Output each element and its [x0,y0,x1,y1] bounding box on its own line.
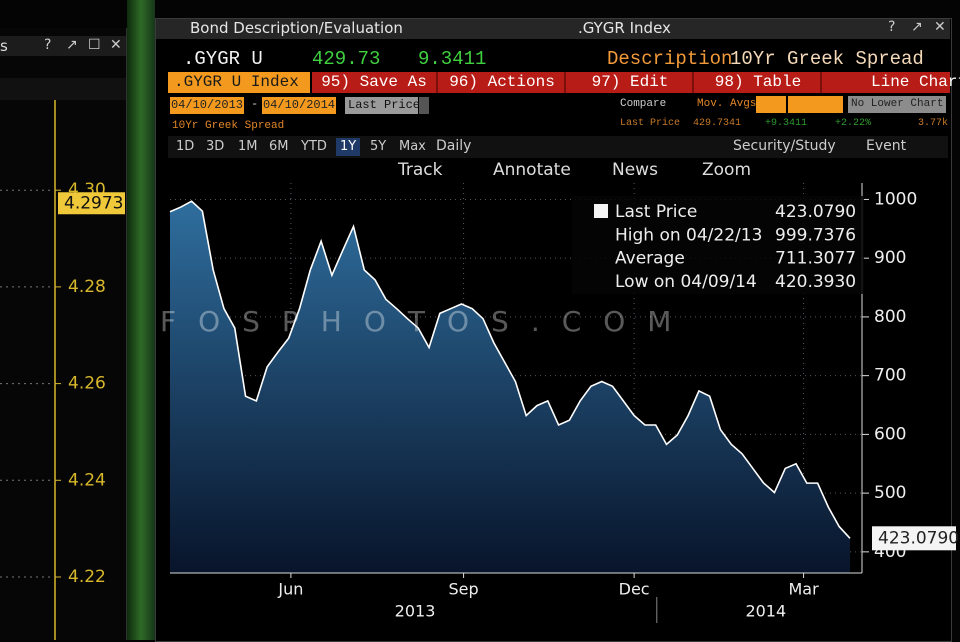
y-tick-label: 700 [874,366,906,386]
left-tick-label: 4.28 [68,277,106,297]
window-control[interactable]: ✕ [934,19,946,35]
left-tick-label: 4.22 [68,567,106,587]
toolbar-button[interactable]: 98) Table [696,72,822,93]
range-button[interactable]: 1Y [336,138,361,156]
security-box[interactable]: .GYGR U Index [168,72,310,93]
quote-price: 429.73 [312,48,381,70]
mov-avgs-box[interactable] [788,96,843,113]
chart-tool[interactable]: Zoom [702,160,752,180]
frequency[interactable]: Daily [436,138,472,154]
range-bar [168,136,948,158]
chart-tool[interactable]: Annotate [493,160,571,180]
left-panel-title: s [0,37,8,55]
info-volume: 3.77k [918,118,949,129]
legend-label: Low on 04/09/14 [615,272,757,292]
date-separator: - [251,97,259,111]
window-control[interactable]: ↗ [911,19,923,35]
mov-avgs[interactable]: Mov. Avgs [697,98,757,110]
end-date[interactable]: 04/10/2014 [262,97,336,114]
y-tick-label: 500 [874,483,906,503]
panel-control[interactable]: ? [44,37,52,53]
chart-type[interactable]: Line Chart [871,73,960,91]
legend-value: 711.3077 [775,249,856,269]
area [170,201,850,573]
left-panel [0,28,127,640]
left-panel-titlebar [0,36,126,56]
y-tick-label: 900 [874,248,906,268]
left-tick-label: 4.26 [68,374,106,394]
chart-tool[interactable]: Track [398,160,443,180]
description-label: Description [607,48,733,70]
range-button[interactable]: 1D [176,139,195,154]
y-tick-label: 600 [874,424,906,444]
x-tick-label: Jun [277,580,303,599]
left-panel-toolbar [0,78,126,100]
window-title: Bond Description/Evaluation [190,19,403,37]
panel-control[interactable]: ↗ [66,37,78,53]
field-select[interactable]: Last Price [345,97,420,114]
left-last-tag: 4.2973 [64,193,123,213]
left-last-tag-box [58,192,125,215]
y-tick-label: 800 [874,307,906,327]
legend-swatch [594,204,608,218]
ticker-tab[interactable]: .GYGR Index [578,19,671,37]
legend-value: 423.0790 [775,202,856,222]
y-tick-label: 1000 [874,189,917,209]
event[interactable]: Event [866,138,907,154]
legend-label: Last Price [615,202,697,222]
window-titlebar [156,19,950,39]
toolbar-button[interactable]: 95) Save As [312,72,438,93]
panel-control[interactable]: ☐ [88,37,101,53]
legend-value: 999.7376 [775,225,856,245]
chart-tool[interactable]: News [612,160,658,180]
x-tick-label: Mar [788,580,819,599]
lower-chart[interactable]: No Lower Chart [848,96,946,113]
x-tick-label: Sep [449,580,479,599]
info-change: +9.3411 [765,118,808,129]
toolbar-button[interactable]: 97) Edit [568,72,694,93]
start-date[interactable]: 04/10/2013 [170,97,244,114]
x-tick-label: Dec [619,580,650,599]
watermark: FOSPHOTOS.COM [160,305,693,338]
range-button[interactable]: 5Y [370,139,387,154]
info-pct: +2.22% [835,118,872,129]
info-field: Last Price [620,118,681,129]
range-button[interactable]: 3D [206,139,225,154]
panel-control[interactable]: ✕ [110,37,122,53]
left-tick-label: 4.24 [68,470,106,490]
range-button[interactable]: YTD [301,139,327,154]
range-button[interactable]: Max [399,139,426,154]
last-tag: 423.0790 [878,528,959,548]
year-label: 2013 [395,602,436,621]
price-line [169,200,851,539]
year-label: 2014 [745,602,786,621]
compare[interactable]: Compare [620,98,667,110]
legend-value: 420.3930 [775,272,856,292]
mov-avgs-box[interactable] [756,96,786,113]
range-button[interactable]: 1M [238,139,258,154]
study[interactable]: Security/Study [733,138,836,154]
range-button[interactable]: 6M [269,139,289,154]
field-dropdown[interactable] [419,97,429,114]
quote-change: 9.3411 [418,48,487,70]
legend-label: Average [615,249,685,269]
last-tag-box [872,526,956,551]
green-strip [127,0,155,640]
quote-ticker: .GYGR U [183,48,263,70]
legend-box [572,196,864,294]
toolbar-buttons: 95) Save As 96) Actions 97) Edit 98) Table [312,72,950,93]
window-control[interactable]: ? [888,19,896,35]
toolbar-button[interactable]: 96) Actions [440,72,566,93]
info-last: 429.7341 [693,118,742,129]
description: 10Yr Greek Spread [730,48,924,70]
legend-label: High on 04/22/13 [615,225,762,245]
info-name: 10Yr Greek Spread [172,120,285,132]
